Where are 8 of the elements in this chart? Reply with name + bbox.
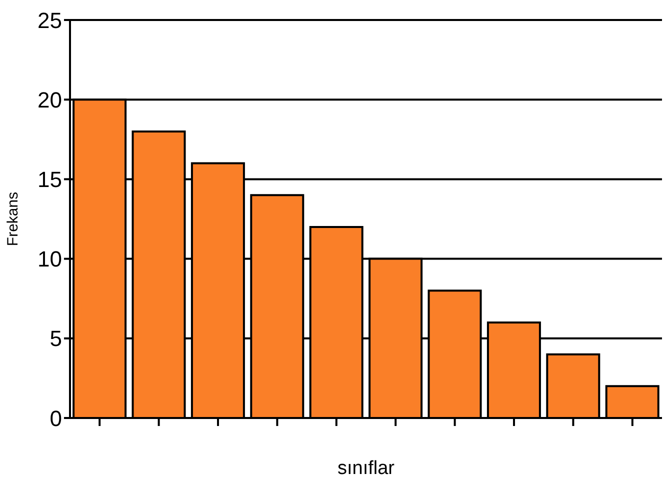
- y-tick-label: 25: [38, 8, 62, 33]
- y-tick-label: 15: [38, 167, 62, 192]
- y-tick-label: 10: [38, 246, 62, 272]
- y-tick-label: 0: [50, 406, 62, 431]
- y-tick-label: 5: [50, 326, 62, 352]
- y-tick-label: 20: [38, 87, 62, 112]
- y-axis-title: Frekans: [4, 192, 22, 246]
- x-axis-title: sınıflar: [337, 458, 396, 479]
